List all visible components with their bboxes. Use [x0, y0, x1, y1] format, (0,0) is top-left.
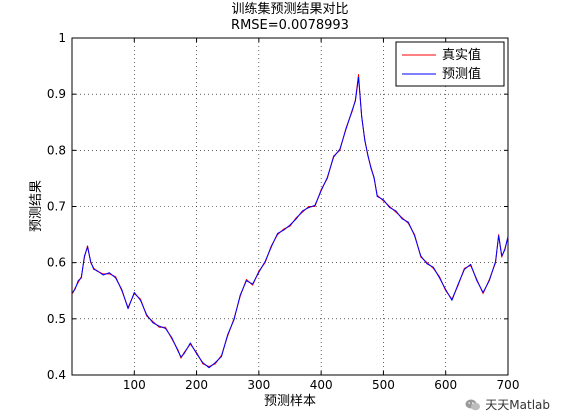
- y-tick-label: 0.9: [47, 87, 66, 101]
- axes-box: [71, 37, 509, 376]
- grid: [72, 38, 508, 375]
- x-axis-label: 预测样本: [264, 394, 316, 409]
- x-tick-label: 100: [123, 378, 146, 392]
- x-tick-label: 500: [372, 378, 395, 392]
- legend-label-true: 真实值: [442, 47, 481, 63]
- axis-ticks: 100 200 300 400 500 600 700 0.4 0.5 0.6 0.7 0.8 0.9 1: [47, 31, 520, 392]
- y-tick-label: 0.5: [47, 312, 66, 326]
- y-tick-label: 0.8: [47, 143, 66, 157]
- chart-subtitle: RMSE=0.0078993: [231, 18, 349, 33]
- watermark: 天天Matlab: [462, 395, 553, 414]
- x-tick-label: 300: [247, 378, 270, 392]
- x-tick-label: 400: [310, 378, 333, 392]
- y-axis-label: 预测结果: [29, 180, 44, 232]
- x-tick-label: 200: [185, 378, 208, 392]
- y-tick-label: 0.4: [47, 368, 66, 382]
- y-tick-label: 0.7: [47, 200, 66, 214]
- chart-title: 训练集预测结果对比: [231, 1, 348, 17]
- y-tick-label: 1: [58, 31, 66, 45]
- plot-area: 100 200 300 400 500 600 700 0.4 0.5 0.6 0.7 0.8 0.9 1: [47, 31, 520, 392]
- legend: 真实值 预测值: [395, 41, 505, 87]
- y-tick-label: 0.6: [47, 256, 66, 270]
- series-line-pred: [72, 76, 509, 369]
- wechat-icon: [465, 399, 481, 410]
- x-tick-label: 600: [434, 378, 457, 392]
- x-tick-label: 700: [497, 378, 520, 392]
- watermark-text: 天天Matlab: [485, 398, 550, 412]
- legend-box: [395, 41, 505, 87]
- legend-label-pred: 预测值: [442, 66, 481, 82]
- series-layer: [72, 74, 509, 369]
